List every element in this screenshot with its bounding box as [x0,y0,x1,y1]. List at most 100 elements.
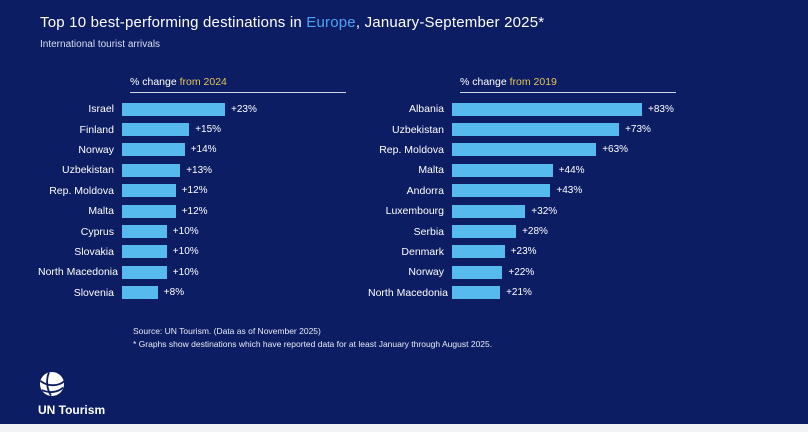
category-label: Luxembourg [385,205,444,218]
category-label: Malta [418,164,444,177]
bar [452,123,620,137]
chart-row: Israel +23% [38,99,363,119]
chart-row: Malta +44% [368,160,703,180]
category-label: Cyprus [80,225,114,238]
bar-area: +44% [452,163,585,177]
bar-area: +28% [452,225,548,239]
bar-area: +43% [452,184,583,198]
bar [122,286,158,300]
category-label: Denmark [401,245,444,258]
category-label: Uzbekistan [62,164,114,177]
value-label: +23% [231,103,257,115]
value-label: +83% [648,103,674,115]
bar-area: +63% [452,143,628,157]
chart-row: Slovenia +8% [38,283,363,303]
bar-area: +8% [122,286,184,300]
value-label: +22% [508,266,535,278]
bar-chart-change-from-2024: % change from 2024 Israel +23% Finland +15%… [38,76,363,303]
value-label: +14% [190,144,217,156]
chart-row: Rep. Moldova +12% [38,181,363,201]
category-label: Andorra [406,184,444,197]
category-label: Rep. Moldova [49,184,114,197]
bar [122,204,176,218]
chart-rows-2019: Albania +83% Uzbekistan +73% Rep. Moldova +63… [368,99,703,303]
chart-header-2019: % change from 2019 [460,76,676,93]
footnote-text: * Graphs show destinations which have re… [133,339,493,349]
title-highlight: Europe [306,14,356,31]
bar [452,184,551,198]
bottom-border-strip [0,424,808,432]
value-label: +15% [195,124,222,136]
page-subtitle: International tourist arrivals [40,39,161,50]
chart-row: North Macedonia +21% [368,283,703,303]
chart-row: Denmark +23% [368,242,703,262]
chart-header-accent: from 2024 [179,76,227,88]
category-label: Rep. Moldova [379,143,444,156]
category-label: Norway [408,266,444,279]
chart-row: Finland +15% [38,119,363,139]
bar-chart-change-from-2019: % change from 2019 Albania +83% Uzbekistan… [368,76,703,303]
value-label: +44% [558,164,585,176]
value-label: +21% [506,287,532,299]
bar [452,265,503,279]
bar-area: +32% [452,204,557,218]
bar-area: +73% [452,123,651,137]
un-tourism-logo-label: UN Tourism [38,403,106,417]
bar [122,143,185,157]
chart-rows-2024: Israel +23% Finland +15% Norway +14% Uzbekista… [38,99,363,303]
bar-area: +14% [122,143,217,157]
chart-row: Serbia +28% [368,221,703,241]
bar-area: +23% [122,102,257,116]
bar [452,245,505,259]
un-tourism-logo-icon [39,372,65,397]
bar [122,245,167,259]
bar [452,163,553,177]
bar-area: +21% [452,286,532,300]
value-label: +23% [510,246,537,258]
bar [452,286,501,300]
chart-row: Norway +22% [368,262,703,282]
value-label: +43% [556,185,583,197]
bar [122,102,225,116]
bar [122,184,176,198]
bar [452,143,597,157]
bar [122,163,181,177]
chart-row: Luxembourg +32% [368,201,703,221]
bar-area: +10% [122,245,199,259]
chart-row: Slovakia +10% [38,242,363,262]
value-label: +12% [181,205,208,217]
chart-row: Malta +12% [38,201,363,221]
chart-header-2024: % change from 2024 [130,76,346,93]
bar-area: +12% [122,184,208,198]
title-suffix: , January-September 2025* [355,14,545,31]
category-label: Uzbekistan [392,123,444,136]
category-label: Serbia [413,225,444,238]
value-label: +13% [186,164,213,176]
value-label: +10% [172,266,199,278]
value-label: +28% [522,226,548,238]
category-label: Israel [88,103,114,116]
bar [452,204,526,218]
source-text: Source: UN Tourism. (Data as of November… [133,326,321,336]
bar-area: +15% [122,123,222,137]
page-title: Top 10 best-performing destinations in E… [40,14,544,31]
category-label: North Macedonia [38,266,118,279]
chart-row: Rep. Moldova +63% [368,140,703,160]
chart-row: North Macedonia +10% [38,262,363,282]
chart-header-plain: % change [460,76,507,88]
bar [452,225,517,239]
chart-row: Uzbekistan +13% [38,160,363,180]
category-label: Albania [408,103,444,116]
chart-row: Andorra +43% [368,181,703,201]
value-label: +73% [625,124,651,136]
value-label: +10% [172,246,199,258]
category-label: Finland [79,123,114,136]
bar [122,225,167,239]
bar-area: +10% [122,225,199,239]
bar [122,123,190,137]
bar-area: +22% [452,265,535,279]
chart-row: Cyprus +10% [38,221,363,241]
bar-area: +10% [122,265,199,279]
category-label: Slovenia [73,286,114,299]
value-label: +10% [172,226,199,238]
